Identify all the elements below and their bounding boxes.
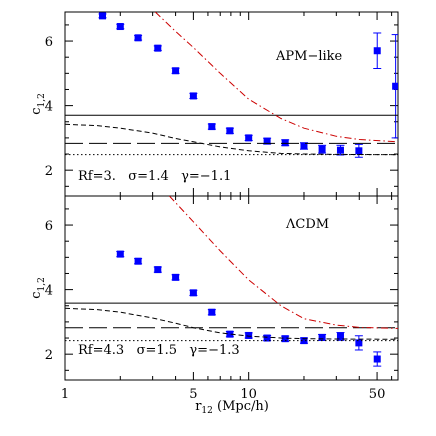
y-tick-label: 4 [45, 100, 53, 115]
plot-frame [64, 195, 399, 381]
x-axis-label: r12 (Mpc/h) [195, 399, 269, 416]
y-tick-label: 2 [45, 348, 53, 363]
data-point [373, 32, 382, 69]
data-point [134, 34, 143, 42]
data-point [281, 139, 290, 147]
x-tick-label: 5 [189, 387, 197, 402]
data-point [225, 127, 234, 135]
model-curve-dashed [65, 123, 398, 156]
data-point [299, 142, 308, 150]
data-point [189, 92, 198, 100]
x-tick-label: 50 [369, 387, 386, 402]
fit-parameters: Rf=3. σ=1.4 γ=−1.1 [78, 169, 231, 184]
data-point [281, 335, 290, 343]
data-point [354, 143, 363, 158]
model-curve-dashdot [169, 196, 398, 329]
data-point [134, 257, 143, 265]
model-curve-dashdot [154, 12, 398, 143]
y-axis-label: c1,2 [29, 93, 47, 115]
y-tick-label: 2 [45, 164, 53, 179]
data-point [391, 34, 398, 139]
panel-apm-like: 2 4 6 c1,2 APM−like Rf=3. σ=1.4 γ=−1.1 [29, 11, 399, 197]
fit-parameters: Rf=4.3 σ=1.5 γ=−1.3 [78, 343, 240, 358]
data-point [98, 12, 107, 20]
data-point [318, 333, 327, 341]
data-point [207, 123, 216, 131]
data-point [207, 308, 216, 316]
data-point [336, 144, 345, 156]
panel-lcdm: 2 4 6 1 5 10 50 c1,2 r12 (Mpc/h) ΛCDM Rf=4.3 σ=1.5… [29, 195, 399, 416]
data-point [171, 273, 180, 281]
y-tick-label: 4 [45, 284, 53, 299]
data-point [244, 134, 253, 142]
data-point [354, 335, 363, 351]
data-point [171, 67, 180, 75]
panel-title: ΛCDM [285, 217, 329, 232]
data-point [189, 289, 198, 297]
data-point [153, 44, 162, 52]
x-tick-label: 1 [61, 387, 69, 402]
data-point [153, 266, 162, 274]
data-point [225, 330, 234, 338]
data-point [116, 23, 125, 31]
data-point [318, 144, 327, 154]
data-point [373, 351, 382, 367]
y-axis-label: c1,2 [29, 277, 47, 299]
model-curve-dashed [65, 307, 398, 340]
y-tick-label: 6 [45, 219, 53, 234]
y-tick-label: 6 [45, 35, 53, 50]
data-point [116, 250, 125, 258]
x-tick-label: 10 [240, 387, 257, 402]
data-point [244, 331, 253, 339]
panel-title: APM−like [275, 49, 343, 64]
